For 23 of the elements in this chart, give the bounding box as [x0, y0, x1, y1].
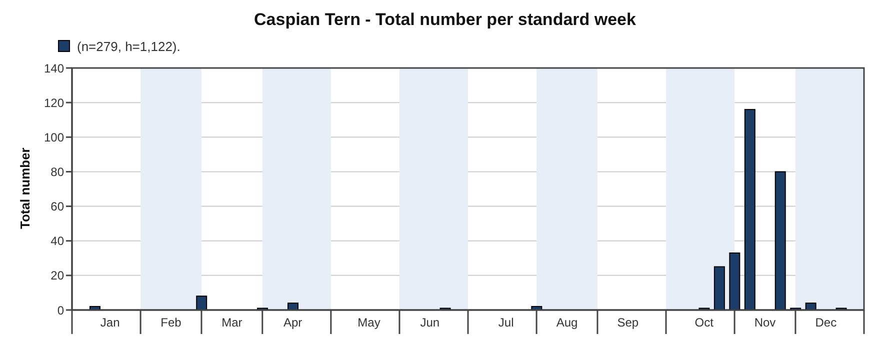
y-tick-label: 100	[44, 130, 64, 144]
x-tick-label: Aug	[556, 316, 578, 330]
x-tick-label: Feb	[160, 316, 182, 330]
y-tick-label: 40	[50, 234, 64, 248]
y-tick-label: 120	[44, 96, 64, 110]
y-tick-label: 0	[57, 303, 64, 318]
x-tick-label: Jul	[498, 316, 514, 330]
y-axis-title: Total number	[18, 148, 33, 229]
x-tick-label: Apr	[284, 316, 302, 330]
x-tick-label: Nov	[754, 316, 776, 330]
x-tick-label: Mar	[222, 316, 242, 330]
x-tick-label: Jan	[100, 316, 120, 330]
x-tick-label: May	[358, 316, 380, 330]
x-tick-label: Oct	[694, 316, 714, 330]
legend-label: (n=279, h=1,122).	[76, 38, 180, 56]
x-tick-label: Jun	[420, 316, 440, 330]
x-tick-label: Sep	[617, 316, 639, 330]
x-tick-label: Dec	[815, 316, 837, 330]
y-tick-label: 20	[50, 268, 64, 283]
chart-title: Caspian Tern - Total number per standard week	[253, 9, 637, 31]
y-tick-label: 80	[50, 164, 64, 179]
y-tick-label: 60	[50, 200, 64, 214]
y-tick-label: 140	[44, 61, 64, 76]
